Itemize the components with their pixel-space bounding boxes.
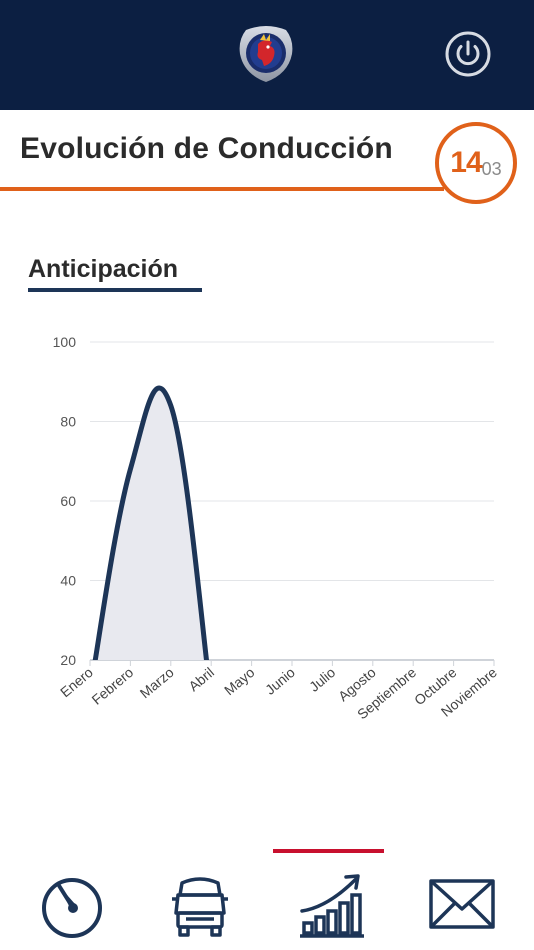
date-badge: 14 03: [435, 122, 517, 204]
nav-item-messages[interactable]: [422, 865, 502, 945]
y-tick-layer: 20 40 60 80 100: [53, 334, 77, 668]
mail-icon: [429, 879, 495, 929]
scania-griffin-logo-icon: [239, 26, 293, 82]
x-tick-label: Febrero: [88, 664, 136, 708]
x-tick-label: Julio: [306, 664, 339, 695]
nav-item-fleet[interactable]: [160, 865, 240, 945]
badge-day: 14: [450, 146, 482, 179]
x-tick-label: Abril: [185, 664, 217, 694]
y-tick-label: 40: [60, 573, 76, 589]
badge-month: 03: [481, 158, 502, 179]
page-title-bar: Evolución de Conducción: [0, 110, 534, 194]
speedometer-icon: [42, 878, 102, 938]
section-underline: [28, 288, 202, 292]
bottom-nav: [0, 840, 534, 950]
header-bar: [0, 0, 534, 110]
x-tick-label: Marzo: [137, 664, 177, 701]
truck-fleet-icon: [172, 877, 228, 937]
growth-chart-icon: [300, 874, 364, 938]
power-icon[interactable]: [444, 30, 492, 78]
title-underline: [0, 187, 444, 191]
y-tick-label: 20: [60, 652, 76, 668]
nav-item-evolution[interactable]: [292, 865, 372, 945]
page-title: Evolución de Conducción: [20, 132, 393, 165]
nav-item-speedometer[interactable]: [32, 865, 112, 945]
series-line: [92, 385, 209, 660]
area-layer: [90, 385, 212, 660]
y-tick-label: 60: [60, 493, 76, 509]
y-tick-label: 80: [60, 414, 76, 430]
active-tab-indicator: [273, 849, 384, 853]
x-tick-label: Mayo: [221, 664, 258, 698]
y-tick-label: 100: [53, 334, 77, 350]
x-tick-label: Junio: [262, 664, 298, 698]
section-title: Anticipación: [28, 255, 179, 283]
